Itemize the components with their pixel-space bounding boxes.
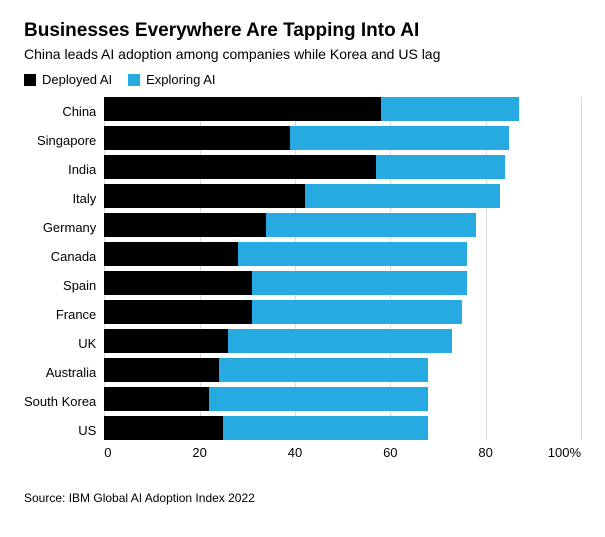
bar-segment-deployed [104,155,376,179]
plot-area: 0 20 40 60 80 100% [104,97,581,465]
chart-title: Businesses Everywhere Are Tapping Into A… [24,20,581,42]
bar-segment-exploring [305,184,500,208]
bar-segment-deployed [104,329,228,353]
bar-row [104,126,581,150]
bar-row [104,329,581,353]
bar-row [104,358,581,382]
bar-row [104,271,581,295]
y-axis-label: Canada [51,242,97,271]
bar-segment-exploring [376,155,505,179]
legend-swatch [128,74,140,86]
bar-row [104,387,581,411]
bar-segment-deployed [104,271,252,295]
bar-segment-exploring [252,271,467,295]
y-axis-label: Italy [72,184,96,213]
legend: Deployed AI Exploring AI [24,72,581,87]
legend-item: Deployed AI [24,72,112,87]
y-axis-label: China [62,97,96,126]
y-axis-label: India [68,155,96,184]
y-axis-label: France [56,300,96,329]
bar-segment-deployed [104,387,209,411]
bar-segment-deployed [104,300,252,324]
y-axis-label: South Korea [24,387,96,416]
gridline [581,97,582,440]
legend-item: Exploring AI [128,72,215,87]
y-axis-label: Germany [43,213,96,242]
x-axis-tick: 40 [288,445,302,460]
legend-label: Deployed AI [42,72,112,87]
bar-row [104,242,581,266]
y-axis-label: Spain [63,271,96,300]
bar-row [104,300,581,324]
bar-row [104,155,581,179]
x-axis-tick: 80 [478,445,492,460]
bar-segment-exploring [238,242,467,266]
bar-segment-deployed [104,242,237,266]
bar-row [104,184,581,208]
bar-row [104,416,581,440]
bar-row [104,97,581,121]
y-axis-label: Singapore [37,126,96,155]
bar-segment-exploring [381,97,519,121]
bar-segment-exploring [290,126,509,150]
x-axis-tick: 100% [548,445,581,460]
bar-segment-deployed [104,97,380,121]
legend-label: Exploring AI [146,72,215,87]
bar-segment-deployed [104,213,266,237]
bar-segment-exploring [209,387,428,411]
bar-segment-deployed [104,358,218,382]
bar-segment-exploring [228,329,452,353]
y-axis-label: UK [78,329,96,358]
bar-segment-deployed [104,416,223,440]
bar-segment-exploring [219,358,429,382]
x-axis-tick: 0 [104,445,111,460]
bar-segment-exploring [266,213,476,237]
chart: ChinaSingaporeIndiaItalyGermanyCanadaSpa… [24,97,581,465]
x-axis-tick: 20 [192,445,206,460]
y-axis-label: Australia [46,358,97,387]
bars-container [104,97,581,440]
y-axis-labels: ChinaSingaporeIndiaItalyGermanyCanadaSpa… [24,97,104,465]
x-axis-tick: 60 [383,445,397,460]
legend-swatch [24,74,36,86]
y-axis-label: US [78,416,96,445]
bar-segment-exploring [223,416,428,440]
bar-segment-exploring [252,300,462,324]
chart-subtitle: China leads AI adoption among companies … [24,46,581,62]
source-text: Source: IBM Global AI Adoption Index 202… [24,491,581,505]
bar-segment-deployed [104,184,304,208]
bar-row [104,213,581,237]
bar-segment-deployed [104,126,290,150]
x-axis: 0 20 40 60 80 100% [104,445,581,465]
